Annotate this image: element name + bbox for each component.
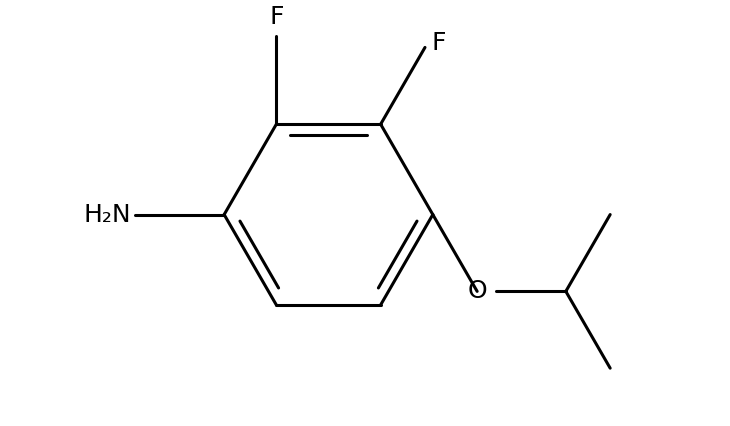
Text: F: F [269,5,283,29]
Text: O: O [467,279,487,303]
Text: F: F [431,31,446,55]
Text: H₂N: H₂N [84,203,131,227]
